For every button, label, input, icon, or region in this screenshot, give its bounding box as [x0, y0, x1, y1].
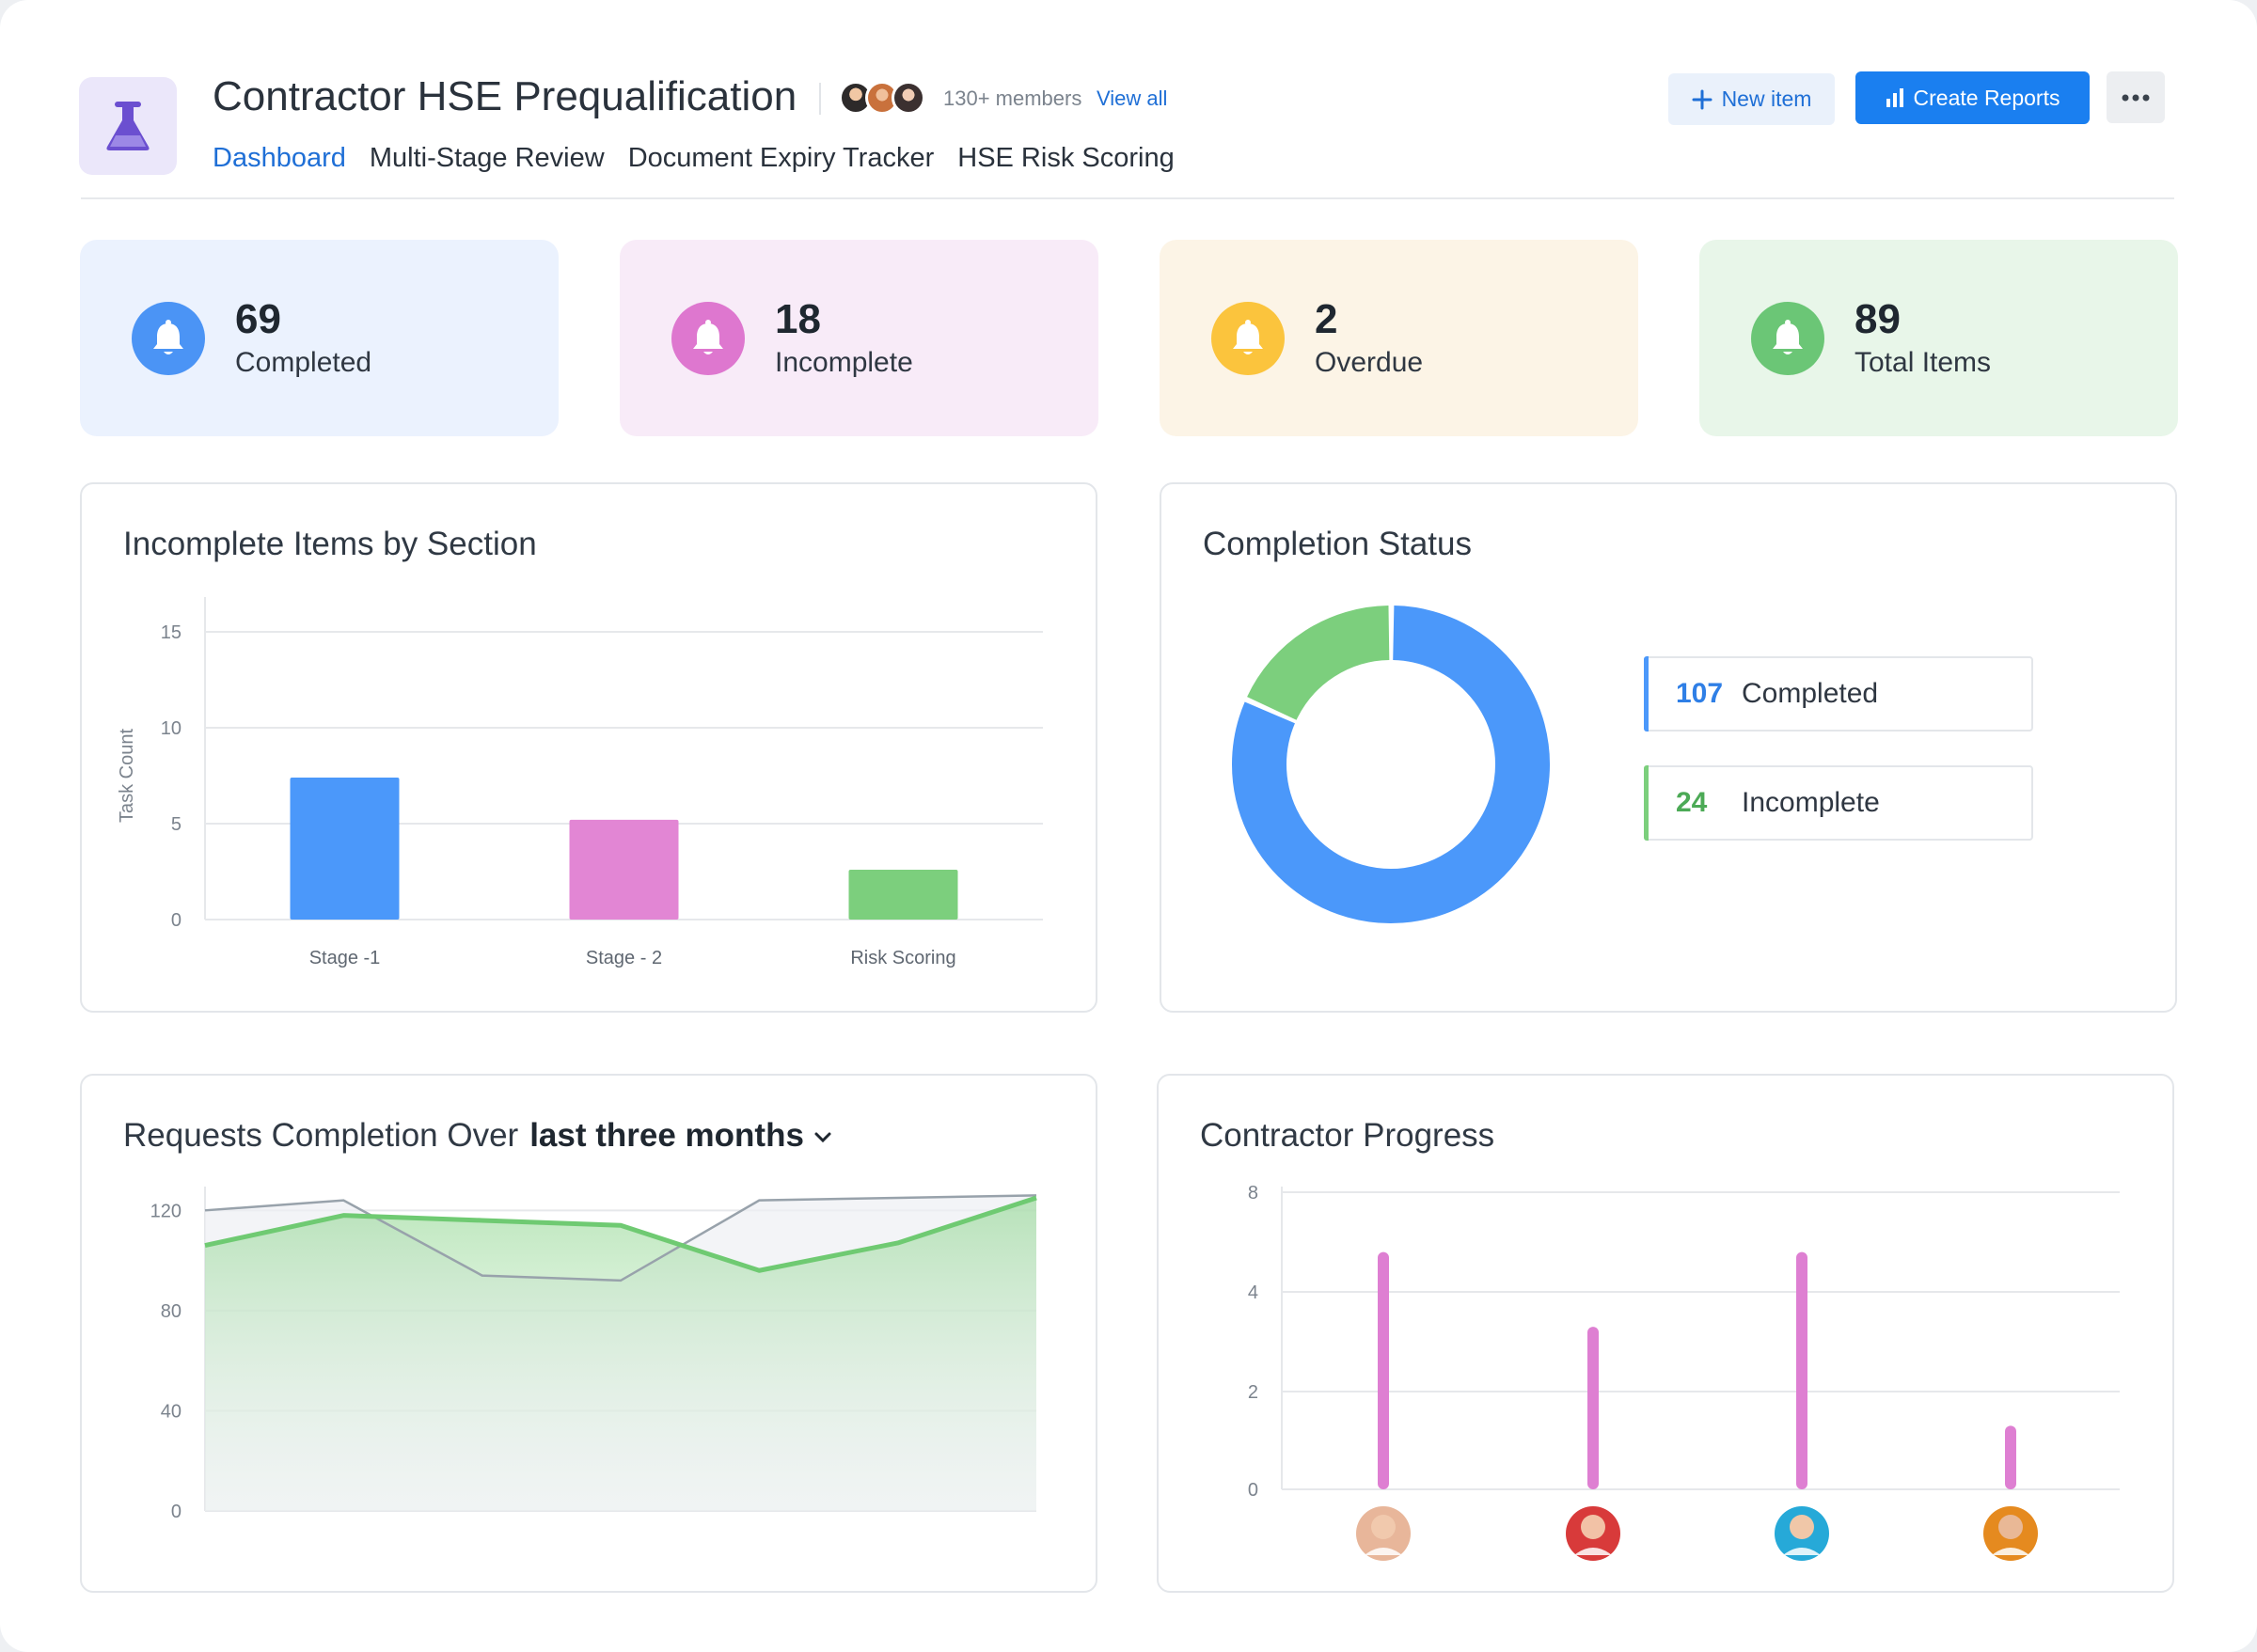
new-item-button[interactable]: New item	[1668, 73, 1835, 125]
completion-status-panel: Completion Status 107 Completed 24 Incom…	[1160, 482, 2177, 1013]
plus-icon	[1692, 89, 1712, 109]
bar	[2005, 1425, 2016, 1489]
bell-icon	[132, 302, 205, 375]
contractor-avatar-body	[1992, 1548, 2029, 1555]
contractor-avatar-face	[1581, 1515, 1605, 1539]
y-tick-label: 80	[161, 1301, 182, 1322]
bell-icon	[671, 302, 745, 375]
stat-card-total-items[interactable]: 89 Total Items	[1699, 240, 2178, 436]
member-avatars[interactable]	[839, 81, 925, 115]
legend-value: 24	[1676, 787, 1708, 818]
area-fill	[205, 1197, 1036, 1511]
legend-completed: 107 Completed	[1644, 656, 2033, 732]
completion-donut-chart	[1232, 606, 1550, 923]
stat-label: Incomplete	[775, 347, 913, 378]
requests-area-chart: 0 40 80 120	[150, 1187, 1037, 1522]
tab-dashboard[interactable]: Dashboard	[213, 143, 346, 173]
contractor-progress-panel: Contractor Progress 0 2 4 8	[1157, 1074, 2174, 1593]
x-tick-label: Stage - 2	[586, 948, 662, 968]
incomplete-bar-chart: 0 5 10 15 Task Count Stage -1 Stage - 2 Risk Sc…	[117, 597, 1043, 968]
incomplete-items-panel: Incomplete Items by Section 0 5 10 15 Task C…	[80, 482, 1097, 1013]
legend-incomplete: 24 Incomplete	[1644, 765, 2033, 841]
stat-value: 2	[1315, 296, 1338, 342]
more-horizontal-icon	[2122, 94, 2150, 101]
flask-icon	[79, 77, 177, 175]
legend-color-bar	[1644, 656, 1649, 732]
requests-completion-panel: Requests Completion Over last three month…	[80, 1074, 1097, 1593]
legend-label: Incomplete	[1742, 787, 1880, 818]
contractor-avatar-body	[1574, 1548, 1612, 1555]
y-tick-label: 2	[1248, 1382, 1258, 1403]
tab-document-expiry-tracker[interactable]: Document Expiry Tracker	[627, 143, 935, 173]
tab-multi-stage-review[interactable]: Multi-Stage Review	[369, 143, 605, 173]
header-divider	[81, 197, 2174, 199]
stat-value: 18	[775, 296, 821, 342]
legend-value: 107	[1676, 678, 1724, 709]
panel-title: Incomplete Items by Section	[123, 526, 537, 562]
stat-card-incomplete[interactable]: 18 Incomplete	[620, 240, 1098, 436]
contractor-avatar-face	[1790, 1515, 1814, 1539]
series-line	[204, 1195, 1037, 1273]
stat-label: Completed	[235, 347, 372, 378]
bell-icon	[1751, 302, 1824, 375]
donut-slice	[1247, 606, 1391, 721]
x-tick-label: Stage -1	[309, 948, 381, 968]
contractor-avatar-body	[1783, 1548, 1821, 1555]
create-reports-label: Create Reports	[1913, 85, 2060, 110]
members-count: 130+ members	[943, 87, 1082, 110]
panel-title: Completion Status	[1203, 526, 1472, 562]
create-reports-button[interactable]: Create Reports	[1855, 71, 2090, 124]
contractor-progress-chart: 0 2 4 8	[1248, 1183, 2120, 1561]
period-dropdown[interactable]: last three months	[529, 1117, 831, 1154]
bar-chart-icon	[1886, 88, 1903, 107]
contractor-avatar-body	[1365, 1548, 1402, 1555]
y-tick-label: 0	[1248, 1480, 1258, 1501]
y-tick-label: 4	[1248, 1282, 1258, 1303]
bar	[569, 819, 679, 920]
contractor-avatar-face	[1998, 1515, 2023, 1539]
series-line	[204, 1194, 1037, 1282]
tab-hse-risk-scoring[interactable]: HSE Risk Scoring	[957, 143, 1175, 173]
y-tick-label: 0	[171, 910, 182, 931]
panel-title: Requests Completion Over last three month…	[123, 1117, 832, 1155]
new-item-label: New item	[1721, 87, 1812, 111]
stat-card-overdue[interactable]: 2 Overdue	[1160, 240, 1638, 436]
bar	[1796, 1251, 1807, 1489]
panel-title: Contractor Progress	[1200, 1117, 1495, 1154]
bar	[1378, 1251, 1389, 1489]
chevron-down-icon	[814, 1132, 831, 1142]
page-title: Contractor HSE Prequalification	[213, 73, 797, 119]
bar	[290, 778, 400, 920]
bell-icon	[1211, 302, 1285, 375]
y-axis-label: Task Count	[117, 729, 137, 823]
x-tick-label: Risk Scoring	[850, 948, 955, 968]
stat-card-completed[interactable]: 69 Completed	[80, 240, 559, 436]
stat-value: 89	[1855, 296, 1901, 342]
y-tick-label: 5	[171, 814, 182, 835]
y-tick-label: 10	[161, 718, 182, 739]
stat-label: Total Items	[1855, 347, 1992, 378]
more-options-button[interactable]	[2107, 71, 2165, 123]
avatar	[892, 81, 925, 115]
stat-value: 69	[235, 296, 281, 342]
bar	[1587, 1327, 1599, 1489]
y-tick-label: 40	[161, 1401, 182, 1422]
y-tick-label: 120	[150, 1201, 182, 1221]
panel-title-text: Requests Completion Over	[123, 1117, 519, 1154]
stat-label: Overdue	[1315, 347, 1424, 378]
donut-slice	[1232, 606, 1550, 923]
bar	[848, 869, 958, 920]
y-tick-label: 8	[1248, 1183, 1258, 1204]
title-divider	[819, 83, 821, 115]
contractor-avatar-face	[1371, 1515, 1396, 1539]
y-tick-label: 15	[161, 622, 182, 643]
view-all-link[interactable]: View all	[1097, 87, 1168, 110]
legend-color-bar	[1644, 765, 1649, 841]
y-tick-label: 0	[171, 1502, 182, 1522]
tab-bar: Dashboard Multi-Stage Review Document Ex…	[213, 143, 1175, 174]
period-label: last three months	[529, 1117, 804, 1154]
legend-label: Completed	[1742, 678, 1879, 709]
